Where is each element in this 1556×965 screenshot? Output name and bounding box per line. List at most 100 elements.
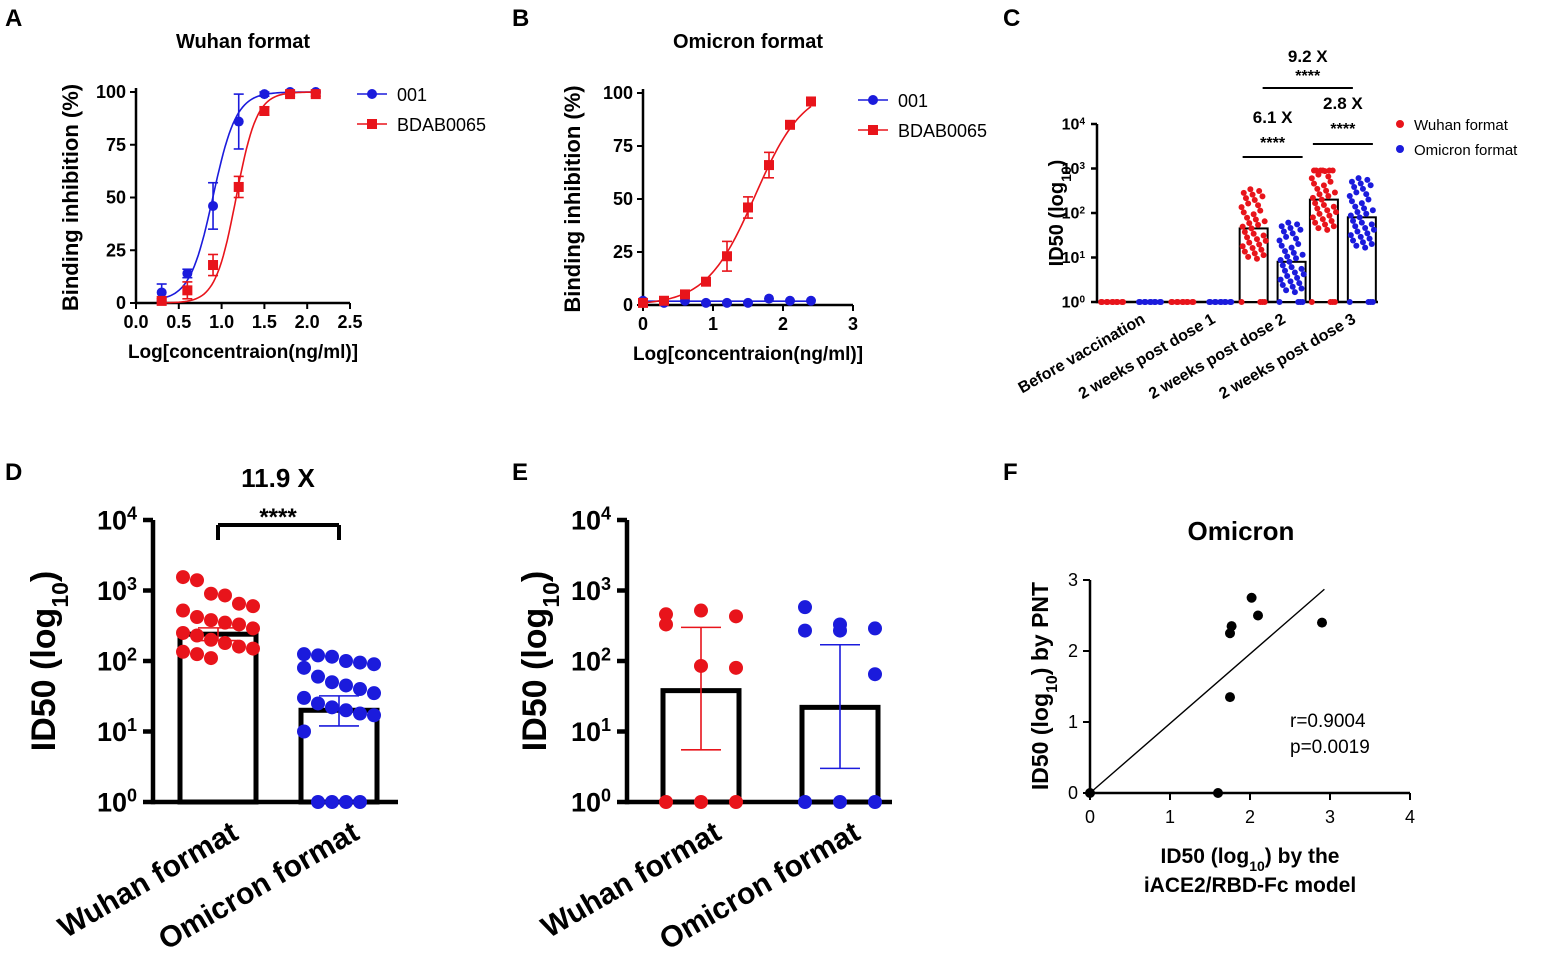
data-point (182, 285, 193, 296)
chart-title: Omicron (1188, 516, 1295, 546)
y-tick-label: 2 (1068, 641, 1078, 661)
data-point (1315, 171, 1322, 178)
data-point (833, 623, 847, 638)
y-tick-label: 3 (1068, 570, 1078, 590)
x-tick-label: 1.0 (209, 312, 234, 332)
data-point (1174, 299, 1181, 305)
data-point (1370, 226, 1377, 233)
data-point (1246, 220, 1253, 227)
data-point (1292, 255, 1299, 262)
data-point (1218, 299, 1225, 305)
fold-change-label: 2.8 X (1323, 94, 1363, 113)
data-point (638, 297, 648, 308)
data-point (182, 268, 193, 279)
data-point (311, 669, 325, 684)
data-point (1190, 299, 1197, 305)
data-point (868, 621, 882, 636)
data-point (868, 795, 882, 809)
data-point (1281, 248, 1288, 255)
y-tick-label: 0 (116, 293, 126, 313)
data-point (1286, 258, 1293, 265)
y-tick-label: 104 (571, 503, 611, 535)
fold-change-label: 11.9 X (241, 463, 315, 493)
legend-marker (1396, 120, 1404, 128)
data-point (798, 600, 812, 615)
data-point (1363, 210, 1370, 217)
data-point (1253, 255, 1260, 262)
data-point (285, 89, 296, 100)
data-point (659, 607, 673, 622)
data-point (204, 651, 218, 666)
data-point (1120, 299, 1127, 305)
data-point (1253, 236, 1260, 243)
data-point (1319, 216, 1326, 223)
chart-title: Omicron format (673, 31, 823, 53)
data-point (1257, 207, 1264, 214)
data-point (208, 260, 219, 271)
data-point (729, 795, 743, 809)
data-point (1288, 264, 1295, 271)
bar (1346, 216, 1377, 304)
data-point (1276, 299, 1283, 305)
panel-label: D (5, 459, 22, 486)
panel-b: B Omicron format 0 1 2 3 0 25 50 75 100 Log[concent… (512, 5, 987, 365)
data-point (367, 708, 381, 723)
chart-title: Wuhan format (176, 31, 310, 53)
data-point (218, 588, 232, 603)
data-point (1085, 788, 1095, 798)
data-point (1289, 230, 1296, 237)
data-point (1261, 218, 1268, 225)
data-point (1184, 299, 1191, 305)
data-point (1365, 299, 1372, 305)
significance-stars: **** (1330, 121, 1356, 138)
y-tick-label: 103 (1062, 161, 1086, 179)
data-point (1351, 184, 1358, 191)
data-point (1289, 283, 1296, 290)
data-point (218, 615, 232, 630)
x-tick-label: 3 (1325, 807, 1335, 827)
data-point (1295, 299, 1302, 305)
data-point (1353, 189, 1360, 196)
y-tick-label: 0 (1068, 783, 1078, 803)
data-point (764, 160, 774, 171)
data-point (297, 647, 311, 662)
data-point (868, 667, 882, 682)
y-tick-label: 101 (97, 715, 137, 747)
data-point (1255, 202, 1262, 209)
data-point (1352, 203, 1359, 210)
data-point (1222, 299, 1229, 305)
bar (1238, 227, 1269, 303)
y-tick-label: 102 (97, 644, 137, 676)
data-point (1291, 289, 1298, 296)
data-point (232, 596, 246, 611)
data-point (1324, 226, 1331, 233)
data-point (325, 700, 339, 715)
data-point (297, 690, 311, 705)
data-point (1248, 225, 1255, 232)
data-point (259, 105, 270, 116)
data-point (1333, 209, 1340, 216)
data-point (1330, 203, 1337, 210)
data-point (208, 200, 219, 211)
data-point (1358, 219, 1365, 226)
y-tick-label: 100 (96, 82, 126, 102)
data-point (232, 639, 246, 654)
data-point (1278, 242, 1285, 249)
data-point (311, 648, 325, 663)
x-tick-label: 3 (848, 314, 858, 334)
y-tick-label: 100 (571, 785, 611, 817)
data-point (1245, 200, 1252, 207)
x-tick-label: 1 (708, 314, 718, 334)
significance-stars: **** (1260, 135, 1286, 152)
data-point (1226, 621, 1237, 632)
y-axis-label: Binding inhibition (%) (58, 84, 83, 311)
data-point (1142, 299, 1149, 305)
y-tick-label: 102 (571, 644, 611, 676)
data-point (1292, 235, 1299, 242)
y-tick-label: 103 (97, 574, 137, 606)
data-point (1277, 276, 1284, 283)
data-point (325, 795, 339, 809)
data-point (297, 724, 311, 739)
